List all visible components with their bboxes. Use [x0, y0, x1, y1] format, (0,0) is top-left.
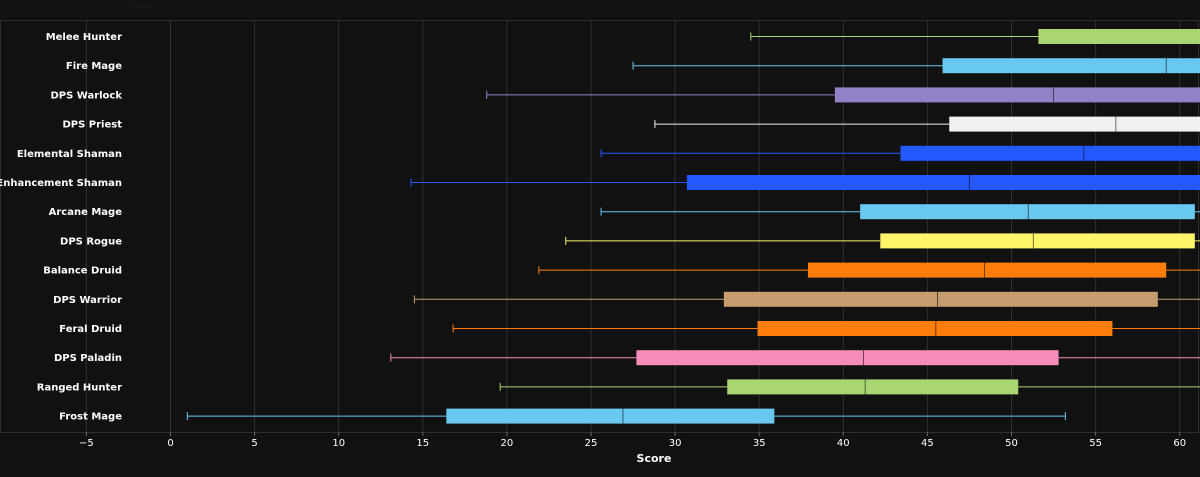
- category-labels: Melee Hunter Fire Mage DPS Warlock DPS Prie…: [0, 32, 122, 423]
- category-label: DPS Paladin: [54, 353, 122, 364]
- box-group[interactable]: [499, 379, 1200, 395]
- box-iqr[interactable]: [1038, 29, 1200, 44]
- zoom-label[interactable]: Zoom: [128, 2, 157, 13]
- boxes-layer: [186, 29, 1200, 424]
- box-iqr[interactable]: [807, 262, 1167, 278]
- box-iqr[interactable]: [727, 379, 1019, 395]
- category-label: Fire Mage: [66, 61, 122, 72]
- x-tick-label: 40: [837, 438, 850, 449]
- x-tick-label: 45: [921, 438, 934, 449]
- box-group[interactable]: [654, 116, 1200, 132]
- box-group[interactable]: [750, 29, 1200, 44]
- category-label: DPS Warlock: [50, 90, 122, 101]
- x-tick-label: 60: [1173, 438, 1186, 449]
- x-tick-label: 50: [1005, 438, 1018, 449]
- box-iqr[interactable]: [949, 116, 1200, 132]
- box-iqr[interactable]: [723, 291, 1158, 307]
- category-label: DPS Warrior: [53, 295, 122, 306]
- x-axis-title: Score: [637, 452, 672, 465]
- grid-lines: [85, 21, 1181, 432]
- box-iqr[interactable]: [880, 233, 1195, 249]
- box-iqr[interactable]: [942, 58, 1200, 74]
- category-label: DPS Rogue: [60, 236, 122, 247]
- box-iqr[interactable]: [900, 145, 1200, 161]
- box-group[interactable]: [486, 87, 1200, 103]
- box-iqr[interactable]: [834, 87, 1200, 103]
- category-label: Balance Druid: [43, 266, 122, 277]
- box-iqr[interactable]: [636, 350, 1059, 366]
- box-group[interactable]: [600, 204, 1200, 220]
- category-label: Feral Druid: [59, 324, 122, 335]
- category-label: Frost Mage: [59, 412, 122, 423]
- x-tick-label: 20: [501, 438, 514, 449]
- x-tick-label: 15: [416, 438, 429, 449]
- box-group[interactable]: [538, 262, 1200, 278]
- category-label: Arcane Mage: [49, 207, 123, 218]
- x-tick-label: 35: [753, 438, 766, 449]
- box-group[interactable]: [565, 233, 1200, 249]
- box-iqr[interactable]: [860, 204, 1195, 220]
- category-label: Enhancement Shaman: [0, 178, 122, 189]
- x-tick-label: 10: [332, 438, 345, 449]
- category-label: Melee Hunter: [46, 32, 122, 43]
- box-group[interactable]: [452, 321, 1200, 336]
- box-group[interactable]: [390, 350, 1200, 366]
- plot-area-border: [0, 20, 1199, 433]
- x-tick-label: 5: [251, 438, 257, 449]
- category-label: Elemental Shaman: [17, 149, 122, 160]
- box-group[interactable]: [410, 175, 1200, 190]
- x-tick-label: −5: [79, 438, 94, 449]
- box-iqr[interactable]: [446, 408, 775, 424]
- box-iqr[interactable]: [757, 321, 1113, 336]
- box-group[interactable]: [632, 58, 1200, 74]
- x-tick-label: 55: [1089, 438, 1102, 449]
- x-tick-label: 30: [669, 438, 682, 449]
- x-tick-labels: −505101520253035404550556065707580859095…: [79, 432, 1186, 449]
- x-tick-label: 25: [585, 438, 598, 449]
- box-group[interactable]: [600, 145, 1200, 161]
- x-tick-label: 0: [167, 438, 173, 449]
- category-label: DPS Priest: [62, 120, 122, 131]
- category-label: Ranged Hunter: [37, 382, 122, 393]
- box-iqr[interactable]: [686, 175, 1200, 190]
- box-group[interactable]: [413, 291, 1200, 307]
- box-group[interactable]: [186, 408, 1200, 424]
